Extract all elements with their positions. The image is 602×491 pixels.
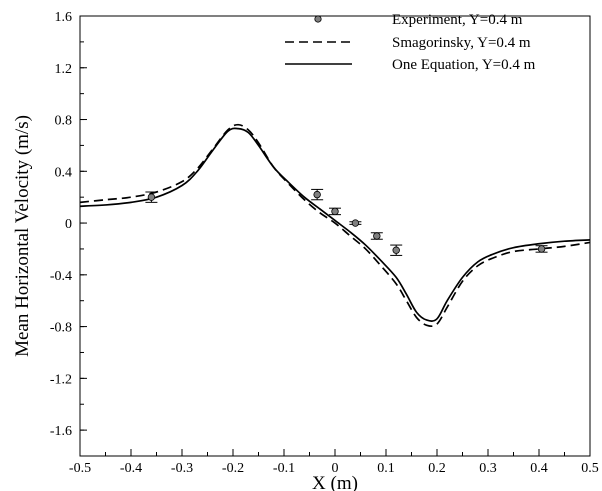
x-axis-title: X (m)	[312, 473, 358, 491]
experiment-point	[331, 207, 339, 216]
experiment-point	[373, 232, 381, 240]
experiment-point	[392, 246, 400, 254]
x-tick-label: 0.5	[581, 461, 599, 476]
y-tick-label: -0.4	[50, 269, 72, 284]
legend: Experiment, Y=0.4 m Smagorinsky, Y=0.4 m…	[285, 12, 536, 73]
y-tick-label: 0.4	[55, 165, 73, 180]
x-tick-label: -0.5	[69, 461, 91, 476]
y-tick-label: 1.2	[55, 62, 73, 77]
experiment-point	[537, 245, 546, 253]
legend-marker-experiment	[314, 15, 322, 23]
plot-frame	[79, 15, 591, 457]
y-tick-label: 0.8	[55, 114, 73, 129]
smagorinsky-line	[79, 123, 591, 328]
x-tick-label: 0.3	[479, 461, 497, 476]
legend-label-one-equation: One Equation, Y=0.4 m	[392, 57, 536, 73]
x-tick-label: 0.4	[530, 461, 548, 476]
experiment-point	[351, 219, 360, 227]
x-tick-label: -0.2	[222, 461, 244, 476]
y-tick-label: -1.6	[50, 424, 72, 439]
y-axis-title: Mean Horizontal Velocity (m/s)	[12, 115, 33, 357]
y-tick-label: 1.6	[55, 10, 73, 25]
series-lines	[79, 123, 591, 328]
experiment-point	[147, 193, 156, 201]
x-tick-label: 0.2	[428, 461, 446, 476]
y-axis-ticks: 1.6 1.2 0.8 0.4 0 -0.4 -0.8 -1.2 -1.6	[50, 10, 87, 439]
one-equation-line	[79, 127, 591, 322]
x-tick-label: -0.3	[171, 461, 193, 476]
experiment-point	[313, 190, 321, 199]
x-tick-label: -0.1	[273, 461, 295, 476]
y-tick-label: -1.2	[50, 372, 72, 387]
y-tick-label: -0.8	[50, 321, 72, 336]
x-tick-label: 0.1	[377, 461, 395, 476]
x-tick-label: -0.4	[120, 461, 142, 476]
y-tick-label: 0	[65, 217, 72, 232]
x-tick-label: 0	[332, 461, 339, 476]
x-axis-ticks: -0.5 -0.4 -0.3 -0.2 -0.1 0 0.1 0.2 0.3 0.4 0.5	[69, 449, 599, 476]
legend-label-smagorinsky: Smagorinsky, Y=0.4 m	[392, 35, 531, 51]
experiment-points	[145, 188, 548, 256]
legend-label-experiment: Experiment, Y=0.4 m	[392, 12, 523, 28]
